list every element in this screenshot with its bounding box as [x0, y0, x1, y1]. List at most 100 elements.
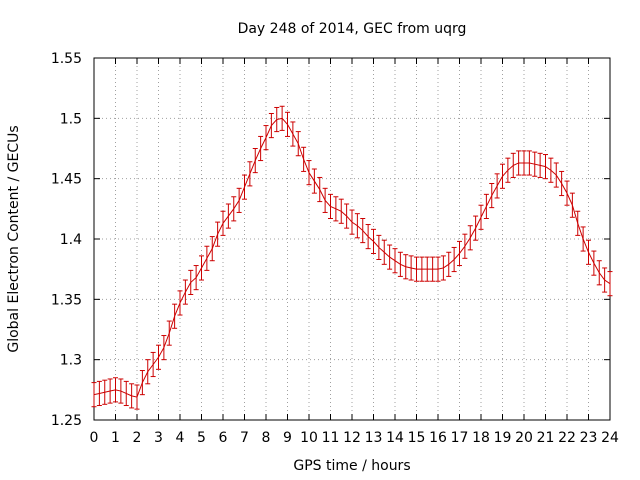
error-bar — [96, 380, 102, 407]
error-bar — [107, 378, 113, 404]
x-tick-label: 5 — [197, 430, 206, 446]
error-bar — [553, 162, 559, 188]
error-bar — [172, 303, 178, 329]
y-tick-label: 1.35 — [51, 292, 82, 308]
error-bar — [424, 256, 430, 282]
x-tick-label: 13 — [365, 430, 383, 446]
error-bar — [435, 256, 441, 282]
error-bar — [209, 236, 215, 262]
error-bar — [596, 260, 602, 286]
error-bar — [129, 383, 135, 409]
error-bar — [462, 233, 468, 259]
chart-title: Day 248 of 2014, GEC from uqrg — [238, 21, 467, 37]
error-bar — [387, 244, 393, 270]
error-bar — [607, 271, 613, 297]
error-bar — [338, 198, 344, 224]
error-bar — [139, 370, 145, 396]
error-bar — [199, 255, 204, 281]
error-bar — [156, 344, 161, 370]
error-bar — [580, 226, 586, 252]
error-bar — [274, 106, 280, 133]
x-tick-label: 6 — [219, 430, 228, 446]
error-bar — [236, 187, 242, 213]
error-bar — [510, 152, 516, 178]
x-tick-label: 3 — [154, 430, 163, 446]
x-tick-label: 23 — [580, 430, 598, 446]
x-tick-label: 19 — [494, 430, 512, 446]
error-bar — [306, 160, 312, 186]
y-tick-label: 1.25 — [51, 413, 82, 429]
error-bar — [215, 221, 221, 247]
error-bar — [279, 105, 285, 131]
error-bar — [397, 251, 403, 277]
error-bar — [516, 150, 522, 176]
x-tick-label: 7 — [240, 430, 249, 446]
error-bar — [543, 154, 548, 180]
error-bar — [494, 173, 500, 199]
error-bar — [252, 148, 258, 174]
error-bar — [586, 239, 591, 265]
error-bar — [145, 359, 151, 385]
y-axis-label: Global Electron Content / GECUs — [6, 125, 22, 352]
error-bar — [349, 209, 355, 235]
x-tick-label: 18 — [472, 430, 490, 446]
error-bar — [376, 234, 382, 261]
x-tick-label: 0 — [90, 430, 99, 446]
error-bar — [440, 255, 446, 281]
error-bar — [392, 248, 398, 274]
x-tick-label: 15 — [408, 430, 426, 446]
error-bar — [225, 203, 231, 229]
x-tick-label: 9 — [283, 430, 292, 446]
error-bar — [285, 111, 290, 137]
error-bar — [193, 265, 199, 291]
error-bar — [295, 131, 301, 157]
error-bar — [177, 290, 183, 316]
error-bar — [188, 269, 194, 296]
x-tick-label: 11 — [322, 430, 340, 446]
error-bar — [473, 215, 479, 241]
error-bar — [258, 135, 264, 162]
error-bar — [602, 267, 608, 293]
error-bar — [526, 150, 532, 176]
error-bar — [381, 239, 387, 265]
error-bar — [564, 180, 570, 206]
x-tick-label: 2 — [133, 430, 142, 446]
x-tick-label: 20 — [515, 430, 533, 446]
error-bar — [403, 254, 409, 280]
error-bar — [505, 157, 511, 183]
series — [91, 105, 613, 410]
error-bar — [365, 224, 371, 250]
error-bar — [532, 151, 538, 177]
error-bar — [489, 182, 495, 209]
x-tick-label: 4 — [176, 430, 185, 446]
error-bar — [451, 246, 457, 273]
y-tick-label: 1.45 — [51, 172, 82, 188]
x-tick-label: 22 — [558, 430, 576, 446]
x-tick-label: 8 — [262, 430, 271, 446]
error-bar — [113, 377, 118, 403]
error-bar — [328, 193, 333, 219]
error-bar — [182, 279, 188, 305]
error-bar — [478, 204, 484, 230]
error-bar — [102, 379, 108, 405]
error-bar — [408, 255, 414, 281]
error-bar — [414, 256, 419, 282]
error-bar — [242, 174, 247, 200]
error-bar — [204, 245, 210, 271]
error-bar — [344, 203, 350, 229]
tick-labels: 0 1 2 3 4 5 6 7 8 9 10 11 12 13 14 15 16 17 18 19 20 21 22 23 24… — [51, 51, 619, 446]
x-tick-label: 24 — [601, 430, 619, 446]
x-tick-label: 14 — [386, 430, 404, 446]
error-bar — [591, 250, 597, 276]
error-bar — [575, 210, 581, 236]
error-bar — [569, 192, 575, 218]
series-line — [93, 117, 611, 398]
error-bar — [263, 125, 269, 151]
error-bar — [247, 161, 253, 187]
error-bar — [311, 168, 317, 194]
x-tick-label: 16 — [429, 430, 447, 446]
error-bar — [483, 193, 489, 219]
error-bar — [521, 150, 527, 176]
error-bar — [354, 213, 360, 239]
